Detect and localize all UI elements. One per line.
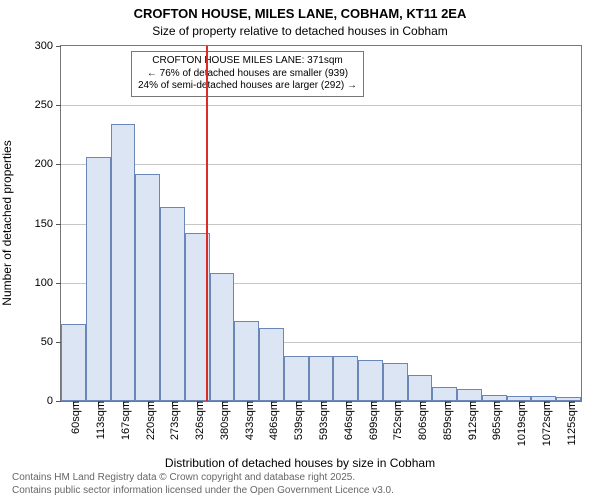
xtick-label: 273sqm bbox=[163, 401, 181, 440]
histogram-bar bbox=[457, 389, 482, 401]
gridline bbox=[61, 164, 581, 165]
annotation-box: CROFTON HOUSE MILES LANE: 371sqm ← 76% o… bbox=[131, 51, 364, 97]
histogram-bar bbox=[432, 387, 457, 401]
plot-area: CROFTON HOUSE MILES LANE: 371sqm ← 76% o… bbox=[60, 45, 582, 402]
chart-title-main: CROFTON HOUSE, MILES LANE, COBHAM, KT11 … bbox=[0, 6, 600, 21]
xtick-label: 220sqm bbox=[139, 401, 157, 440]
xtick-label: 326sqm bbox=[188, 401, 206, 440]
histogram-bar bbox=[408, 375, 433, 401]
histogram-bar bbox=[383, 363, 408, 401]
histogram-bar bbox=[111, 124, 136, 401]
histogram-bar bbox=[210, 273, 235, 401]
chart-container: CROFTON HOUSE, MILES LANE, COBHAM, KT11 … bbox=[0, 0, 600, 500]
xtick-label: 912sqm bbox=[461, 401, 479, 440]
footer-line-1: Contains HM Land Registry data © Crown c… bbox=[12, 472, 355, 483]
histogram-bar bbox=[333, 356, 358, 401]
ytick-label: 100 bbox=[35, 277, 61, 289]
xtick-label: 1072sqm bbox=[535, 401, 553, 446]
xtick-label: 486sqm bbox=[262, 401, 280, 440]
ytick-label: 150 bbox=[35, 218, 61, 230]
gridline bbox=[61, 105, 581, 106]
xtick-label: 699sqm bbox=[362, 401, 380, 440]
x-axis-label: Distribution of detached houses by size … bbox=[0, 456, 600, 470]
xtick-label: 433sqm bbox=[238, 401, 256, 440]
annotation-line-1: CROFTON HOUSE MILES LANE: 371sqm bbox=[138, 55, 357, 68]
histogram-bar bbox=[86, 157, 111, 401]
xtick-label: 1019sqm bbox=[510, 401, 528, 446]
xtick-label: 646sqm bbox=[337, 401, 355, 440]
y-axis-label: Number of detached properties bbox=[0, 140, 14, 305]
histogram-bar bbox=[284, 356, 309, 401]
histogram-bar bbox=[135, 174, 160, 401]
xtick-label: 380sqm bbox=[213, 401, 231, 440]
histogram-bar bbox=[259, 328, 284, 401]
ytick-label: 250 bbox=[35, 99, 61, 111]
xtick-label: 806sqm bbox=[411, 401, 429, 440]
histogram-bar bbox=[61, 324, 86, 401]
xtick-label: 60sqm bbox=[64, 401, 82, 434]
xtick-label: 1125sqm bbox=[560, 401, 578, 445]
annotation-line-2: ← 76% of detached houses are smaller (93… bbox=[138, 68, 357, 81]
chart-title-sub: Size of property relative to detached ho… bbox=[0, 24, 600, 38]
reference-line bbox=[206, 46, 208, 401]
xtick-label: 752sqm bbox=[386, 401, 404, 440]
ytick-label: 0 bbox=[47, 395, 61, 407]
xtick-label: 539sqm bbox=[287, 401, 305, 440]
xtick-label: 167sqm bbox=[114, 401, 132, 440]
histogram-bar bbox=[358, 360, 383, 401]
footer-line-2: Contains public sector information licen… bbox=[12, 485, 394, 496]
histogram-bar bbox=[234, 321, 259, 401]
ytick-label: 50 bbox=[41, 336, 61, 348]
ytick-label: 200 bbox=[35, 158, 61, 170]
xtick-label: 113sqm bbox=[89, 401, 107, 439]
xtick-label: 965sqm bbox=[485, 401, 503, 440]
annotation-line-3: 24% of semi-detached houses are larger (… bbox=[138, 80, 357, 93]
histogram-bar bbox=[309, 356, 334, 401]
ytick-label: 300 bbox=[35, 40, 61, 52]
xtick-label: 859sqm bbox=[436, 401, 454, 440]
histogram-bar bbox=[160, 207, 185, 401]
xtick-label: 593sqm bbox=[312, 401, 330, 440]
